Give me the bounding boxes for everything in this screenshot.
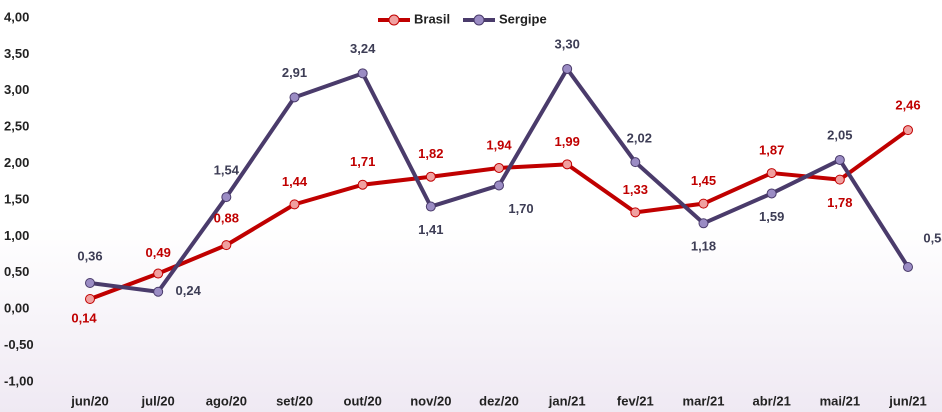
data-label: 1,18	[691, 239, 716, 254]
y-tick-label: 1,00	[4, 228, 29, 243]
y-tick-label: 4,00	[4, 9, 29, 24]
data-label: 3,24	[350, 41, 376, 56]
y-tick-label: 1,50	[4, 191, 29, 206]
marker	[289, 199, 300, 210]
x-tick-label: ago/20	[206, 393, 247, 408]
marker	[425, 171, 436, 182]
x-tick-label: dez/20	[479, 393, 519, 408]
data-label: 2,91	[282, 65, 307, 80]
marker	[494, 180, 504, 191]
data-label: 1,87	[759, 143, 784, 158]
y-tick-label: 2,50	[4, 119, 29, 134]
data-label: 1,45	[691, 173, 716, 188]
legend-marker	[473, 14, 485, 26]
marker	[834, 174, 845, 185]
marker	[562, 63, 573, 74]
legend-label: Sergipe	[499, 11, 547, 26]
y-tick-label: 3,00	[4, 82, 29, 97]
x-tick-label: set/20	[276, 393, 313, 408]
marker	[425, 201, 436, 212]
data-label: 1,59	[759, 209, 784, 224]
data-label: 1,94	[486, 137, 512, 152]
y-tick-label: 3,50	[4, 46, 29, 61]
x-tick-label: jan/21	[548, 393, 586, 408]
data-label: 2,02	[627, 131, 652, 146]
x-tick-label: out/20	[344, 393, 382, 408]
data-label: 1,71	[350, 154, 375, 169]
data-label: 1,41	[418, 222, 443, 237]
legend-marker	[388, 14, 400, 26]
x-tick-label: mai/21	[820, 393, 860, 408]
data-label: 2,05	[827, 127, 852, 142]
marker	[221, 240, 232, 251]
x-tick-label: fev/21	[617, 393, 654, 408]
marker	[85, 294, 95, 305]
data-label: 0,58	[923, 230, 942, 245]
y-tick-label: 0,00	[4, 301, 29, 316]
series-line	[89, 66, 910, 294]
marker	[766, 168, 777, 179]
data-label: 0,36	[77, 248, 102, 263]
x-tick-label: jul/20	[141, 393, 175, 408]
marker	[494, 162, 504, 173]
marker	[698, 198, 709, 209]
y-tick-label: 0,50	[4, 264, 29, 279]
marker	[903, 261, 913, 272]
marker	[834, 154, 845, 165]
marker	[357, 68, 368, 79]
x-tick-label: jun/20	[70, 393, 109, 408]
marker	[85, 277, 95, 288]
data-label: 1,99	[555, 134, 580, 149]
data-label: 0,88	[214, 211, 239, 226]
data-label: 1,54	[214, 163, 240, 178]
marker	[630, 157, 641, 168]
data-label: 2,46	[895, 98, 920, 113]
legend-label: Brasil	[414, 11, 450, 26]
data-label: 0,24	[176, 283, 202, 298]
x-tick-label: abr/21	[753, 393, 791, 408]
data-label: 1,70	[508, 201, 533, 216]
marker	[357, 179, 368, 190]
marker	[153, 286, 164, 297]
marker	[221, 192, 232, 203]
x-tick-label: nov/20	[410, 393, 451, 408]
marker	[698, 218, 709, 229]
y-tick-label: -1,00	[4, 373, 34, 388]
marker	[766, 188, 777, 199]
marker	[903, 125, 913, 136]
data-label: 1,82	[418, 146, 443, 161]
x-tick-label: jun/21	[888, 393, 927, 408]
y-tick-label: -0,50	[4, 337, 34, 352]
data-label: 1,44	[282, 174, 308, 189]
data-label: 3,30	[555, 36, 580, 51]
data-label: 1,33	[623, 182, 648, 197]
y-tick-label: 2,00	[4, 155, 29, 170]
data-label: 0,49	[146, 245, 171, 260]
x-tick-label: mar/21	[683, 393, 725, 408]
marker	[630, 207, 641, 218]
marker	[289, 92, 300, 103]
marker	[562, 159, 573, 170]
marker	[153, 268, 164, 279]
data-label: 0,14	[71, 310, 97, 325]
data-label: 1,78	[827, 195, 852, 210]
